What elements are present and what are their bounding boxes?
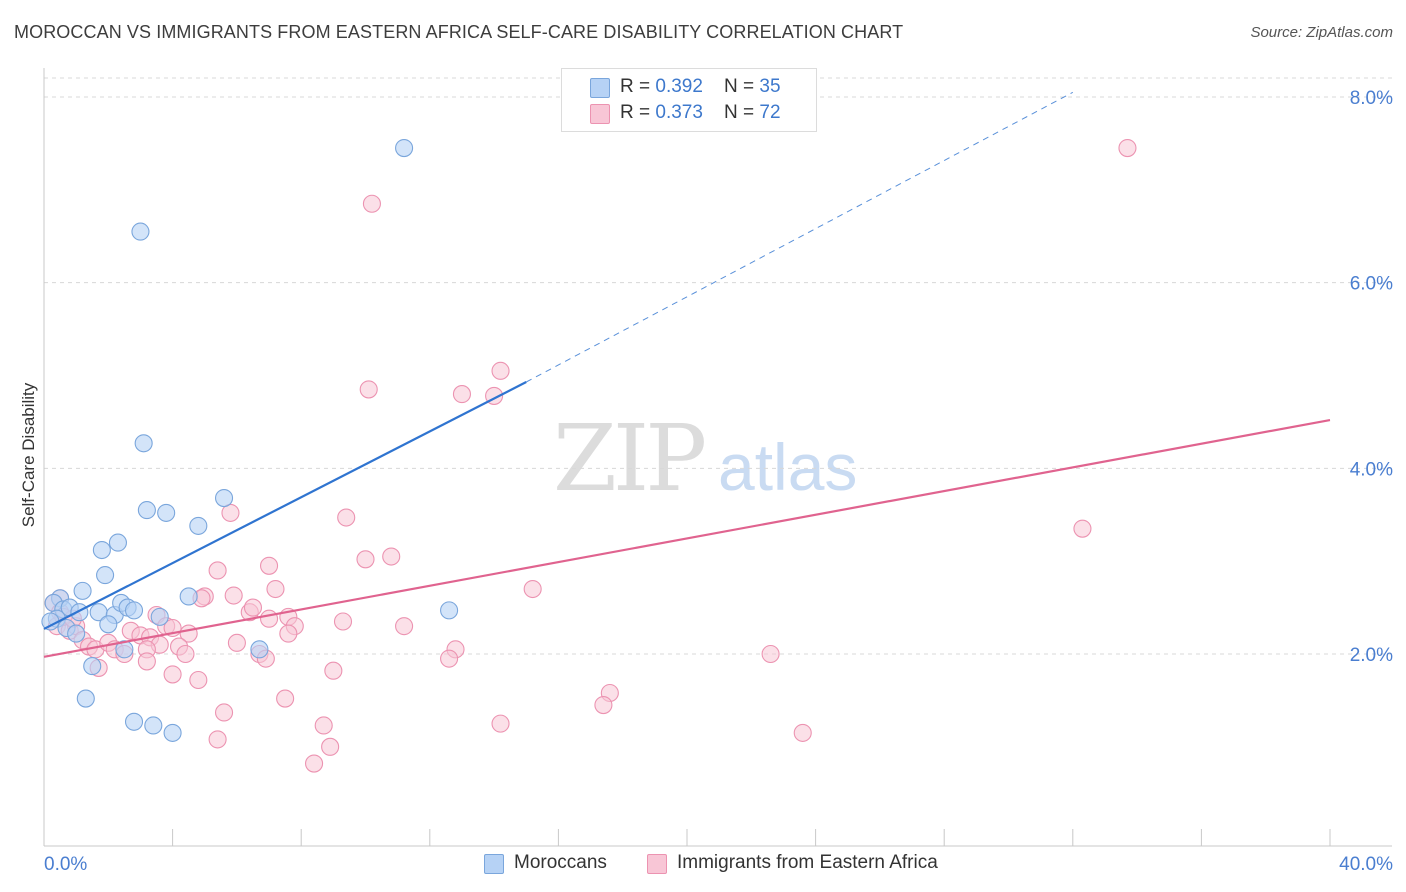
data-point-immigrants <box>382 547 401 566</box>
legend-r-value: 0.392 <box>655 76 703 97</box>
data-point-moroccans <box>163 723 182 742</box>
trend-line-immigrants <box>43 418 1331 658</box>
data-point-immigrants <box>793 723 812 742</box>
data-point-immigrants <box>491 361 510 380</box>
legend-n-label: N = <box>724 102 760 123</box>
data-point-immigrants <box>163 665 182 684</box>
data-point-immigrants <box>359 380 378 399</box>
data-point-immigrants <box>440 649 459 668</box>
data-point-immigrants <box>259 556 279 575</box>
data-point-moroccans <box>124 601 144 620</box>
data-point-moroccans <box>76 689 95 708</box>
data-point-immigrants <box>1118 139 1137 158</box>
legend-n-value: 35 <box>759 76 781 97</box>
y-axis-label: Self-Care Disability <box>19 382 38 527</box>
data-point-immigrants <box>176 644 195 664</box>
legend-swatch-blue <box>484 854 504 874</box>
chart-title: MOROCCAN VS IMMIGRANTS FROM EASTERN AFRI… <box>14 22 904 42</box>
data-point-immigrants <box>266 579 285 599</box>
data-point-immigrants <box>214 703 234 722</box>
data-point-immigrants <box>276 689 295 708</box>
data-point-moroccans <box>73 581 92 600</box>
stats-legend: R = 0.392 N = 35 R = 0.373 N = 72 <box>561 68 817 132</box>
data-point-immigrants <box>594 696 613 715</box>
data-point-moroccans <box>150 607 169 626</box>
data-point-immigrants <box>321 737 340 756</box>
trend-line-moroccans <box>43 381 527 630</box>
data-point-immigrants <box>523 579 542 599</box>
data-point-moroccans <box>108 533 127 552</box>
data-point-immigrants <box>491 714 510 733</box>
data-point-moroccans <box>137 501 156 520</box>
y-tick-label: 2.0% <box>1350 645 1393 666</box>
trend-line-moroccans-extension <box>526 91 1074 383</box>
data-point-immigrants <box>333 612 353 631</box>
data-point-immigrants <box>356 550 375 569</box>
source-label: Source: ZipAtlas.com <box>1250 24 1393 41</box>
legend-swatch-blue <box>590 78 610 98</box>
data-point-moroccans <box>83 657 102 676</box>
data-point-moroccans <box>115 640 134 659</box>
data-point-immigrants <box>279 624 298 643</box>
legend-label-moroccans: Moroccans <box>514 852 607 873</box>
data-point-immigrants <box>337 508 356 527</box>
data-point-immigrants <box>243 598 263 617</box>
data-point-immigrants <box>314 716 333 735</box>
legend-r-value: 0.373 <box>655 102 703 123</box>
data-point-moroccans <box>440 601 459 620</box>
data-point-moroccans <box>157 503 176 522</box>
data-point-immigrants <box>324 661 343 680</box>
data-point-immigrants <box>137 652 156 671</box>
data-point-immigrants <box>189 670 208 690</box>
x-tick-label: 40.0% <box>1339 854 1393 875</box>
data-point-moroccans <box>124 712 144 731</box>
data-point-immigrants <box>395 617 414 636</box>
data-point-moroccans <box>67 624 86 643</box>
y-tick-label: 6.0% <box>1350 274 1393 295</box>
data-point-immigrants <box>1073 519 1092 538</box>
data-point-moroccans <box>214 488 234 508</box>
legend-label-immigrants: Immigrants from Eastern Africa <box>677 852 938 873</box>
data-point-moroccans <box>70 603 89 622</box>
y-tick-label: 4.0% <box>1350 459 1393 480</box>
legend-n-label: N = <box>724 76 760 97</box>
data-point-immigrants <box>259 609 279 628</box>
data-point-moroccans <box>189 516 208 535</box>
y-tick-label: 8.0% <box>1350 88 1393 109</box>
data-point-immigrants <box>208 730 227 749</box>
data-point-moroccans <box>96 566 115 585</box>
data-point-immigrants <box>362 194 381 213</box>
data-point-moroccans <box>179 587 198 606</box>
data-point-moroccans <box>250 640 269 659</box>
data-point-moroccans <box>92 540 111 560</box>
data-point-immigrants <box>452 385 472 404</box>
legend-n-value: 72 <box>759 102 781 123</box>
data-point-immigrants <box>227 633 246 652</box>
data-point-moroccans <box>99 615 118 634</box>
data-point-moroccans <box>395 139 414 158</box>
data-point-moroccans <box>134 434 153 453</box>
data-point-immigrants <box>224 586 243 605</box>
legend-swatch-pink <box>590 104 610 124</box>
watermark-atlas: atlas <box>718 430 857 504</box>
x-tick-label: 0.0% <box>44 854 87 875</box>
watermark-zip: ZIP <box>553 405 704 512</box>
legend-swatch-pink <box>647 854 667 874</box>
data-point-immigrants <box>208 561 227 580</box>
data-point-immigrants <box>305 754 324 773</box>
legend-r-label: R = <box>620 76 656 97</box>
data-point-immigrants <box>761 644 780 664</box>
legend-r-label: R = <box>620 102 656 123</box>
data-point-moroccans <box>131 222 150 241</box>
data-point-moroccans <box>144 716 163 735</box>
